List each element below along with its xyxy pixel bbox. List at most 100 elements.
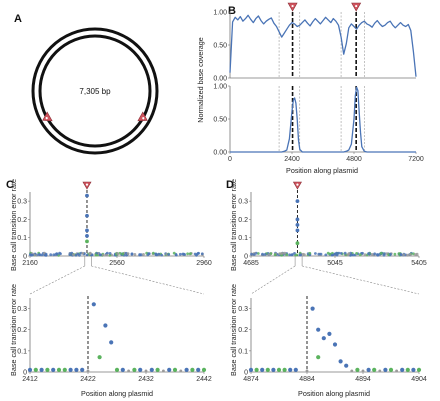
y-tick-label: 1.00 <box>213 9 227 16</box>
error-rate-point <box>388 367 394 372</box>
error-rate-point <box>303 253 306 256</box>
panel-b: B 0.00 0.50 1.00 0.00 0.50 1.00 0 2400 4800 7200… <box>196 2 424 175</box>
error-rate-point <box>389 252 392 256</box>
error-rate-point <box>27 367 33 372</box>
error-rate-point <box>395 369 398 373</box>
error-rate-spike-point <box>295 223 300 227</box>
y-tick-label: 0.1 <box>238 348 248 355</box>
error-rate-point <box>152 251 155 255</box>
error-rate-point <box>167 253 171 256</box>
error-rate-point <box>378 369 382 373</box>
error-rate-point <box>408 253 412 256</box>
y-tick-label: 0.2 <box>238 327 248 334</box>
b-ylabel: Normalized base coverage <box>196 37 205 123</box>
error-rate-chart-c-top: 0 0.1 0.2 0.3 2160 2560 2960 <box>17 181 212 267</box>
error-rate-point <box>120 367 125 372</box>
plasmid-markers <box>42 111 148 122</box>
error-rate-point <box>147 252 151 256</box>
error-rate-point <box>72 253 75 256</box>
error-rate-point <box>316 355 321 360</box>
error-rate-point <box>285 253 289 257</box>
error-rate-point <box>252 253 256 256</box>
plasmid-outer-ring <box>31 27 159 155</box>
error-rate-point <box>293 367 298 372</box>
error-rate-point <box>337 251 341 255</box>
error-rate-point <box>276 367 282 372</box>
y-tick-label: 0.1 <box>17 348 27 355</box>
error-rate-spike-point <box>295 199 300 204</box>
coverage-chart-top: 0.00 0.50 1.00 <box>213 2 417 82</box>
panel-c: C 0 0.1 0.2 0.3 2160 2560 2960 0 0.1 0.2 0.3 2412 2… <box>6 179 212 398</box>
error-rate-point <box>402 253 405 257</box>
y-tick-label: 0 <box>23 369 27 376</box>
error-rate-point <box>174 253 178 257</box>
error-rate-point <box>138 367 143 372</box>
error-rate-point <box>162 369 165 373</box>
error-rate-spike-point <box>85 228 89 233</box>
error-rate-point <box>333 252 337 256</box>
error-rate-point <box>373 252 377 256</box>
error-rate-marker <box>82 181 92 190</box>
plasmid-marker-2 <box>42 111 53 122</box>
c-xlabel: Position along plasmid <box>81 389 153 398</box>
error-rate-chart-d-bottom: 0 0.1 0.2 0.3 4874 4884 4894 4904 <box>238 296 427 383</box>
error-rate-point <box>102 253 105 257</box>
error-rate-point <box>260 367 265 372</box>
error-rate-point <box>54 253 57 256</box>
error-rate-point <box>201 367 207 372</box>
error-rate-point <box>126 252 130 256</box>
error-rate-marker-dot <box>85 183 89 186</box>
error-rate-point <box>178 252 182 256</box>
x-tick-label: 2412 <box>22 376 38 383</box>
error-rate-point <box>305 369 309 373</box>
error-rate-spike-point <box>295 217 300 222</box>
error-rate-point <box>62 367 67 372</box>
zoom-guide-right <box>302 265 420 295</box>
error-rate-point <box>179 369 183 373</box>
error-rate-point <box>316 327 321 332</box>
error-rate-point <box>248 367 254 372</box>
error-rate-point <box>155 367 160 372</box>
error-rate-marker <box>292 181 302 190</box>
error-rate-point <box>366 367 371 372</box>
x-tick-label: 2442 <box>196 376 212 383</box>
error-rate-point <box>94 253 98 257</box>
error-rate-point <box>172 251 176 255</box>
error-rate-point <box>116 252 120 256</box>
error-rate-point <box>339 252 343 255</box>
plasmid-marker-dot <box>45 117 48 120</box>
error-rate-point <box>327 331 332 336</box>
error-rate-point <box>400 367 405 372</box>
error-rate-point <box>78 253 81 257</box>
error-rate-point <box>51 367 56 372</box>
error-rate-point <box>414 253 417 256</box>
error-rate-point <box>363 253 367 257</box>
x-tick-label: 2960 <box>196 260 212 267</box>
error-rate-point <box>167 367 172 372</box>
coverage-marker-2-dot <box>355 4 358 8</box>
error-rate-point <box>200 252 204 256</box>
zoom-guide-c <box>29 256 205 295</box>
y-tick-label: 0.50 <box>213 42 227 49</box>
zoom-guide-left <box>250 265 296 295</box>
error-rate-point <box>121 252 125 256</box>
error-rate-point <box>74 367 79 372</box>
error-rate-point <box>133 253 137 256</box>
error-rate-point <box>88 252 92 256</box>
error-rate-point <box>346 253 350 257</box>
error-rate-point <box>379 251 383 255</box>
y-tick-label: 0 <box>23 253 27 260</box>
error-rate-point <box>157 252 161 256</box>
error-rate-point <box>149 367 154 372</box>
d-bottom-ylabel: Base call transition error rate <box>229 284 238 376</box>
error-rate-point <box>288 253 291 257</box>
x-tick-label: 4800 <box>346 156 362 163</box>
coverage-chart-bottom: 0.00 0.50 1.00 0 2400 4800 7200 <box>213 83 424 163</box>
error-rate-point <box>127 369 130 373</box>
x-tick-label: 5405 <box>411 260 427 267</box>
error-rate-point <box>383 367 388 372</box>
c-bottom-ylabel: Base call transition error rate <box>9 284 18 376</box>
error-rate-point <box>91 302 96 307</box>
error-rate-point <box>28 253 32 256</box>
y-tick-label: 1.00 <box>213 83 227 90</box>
